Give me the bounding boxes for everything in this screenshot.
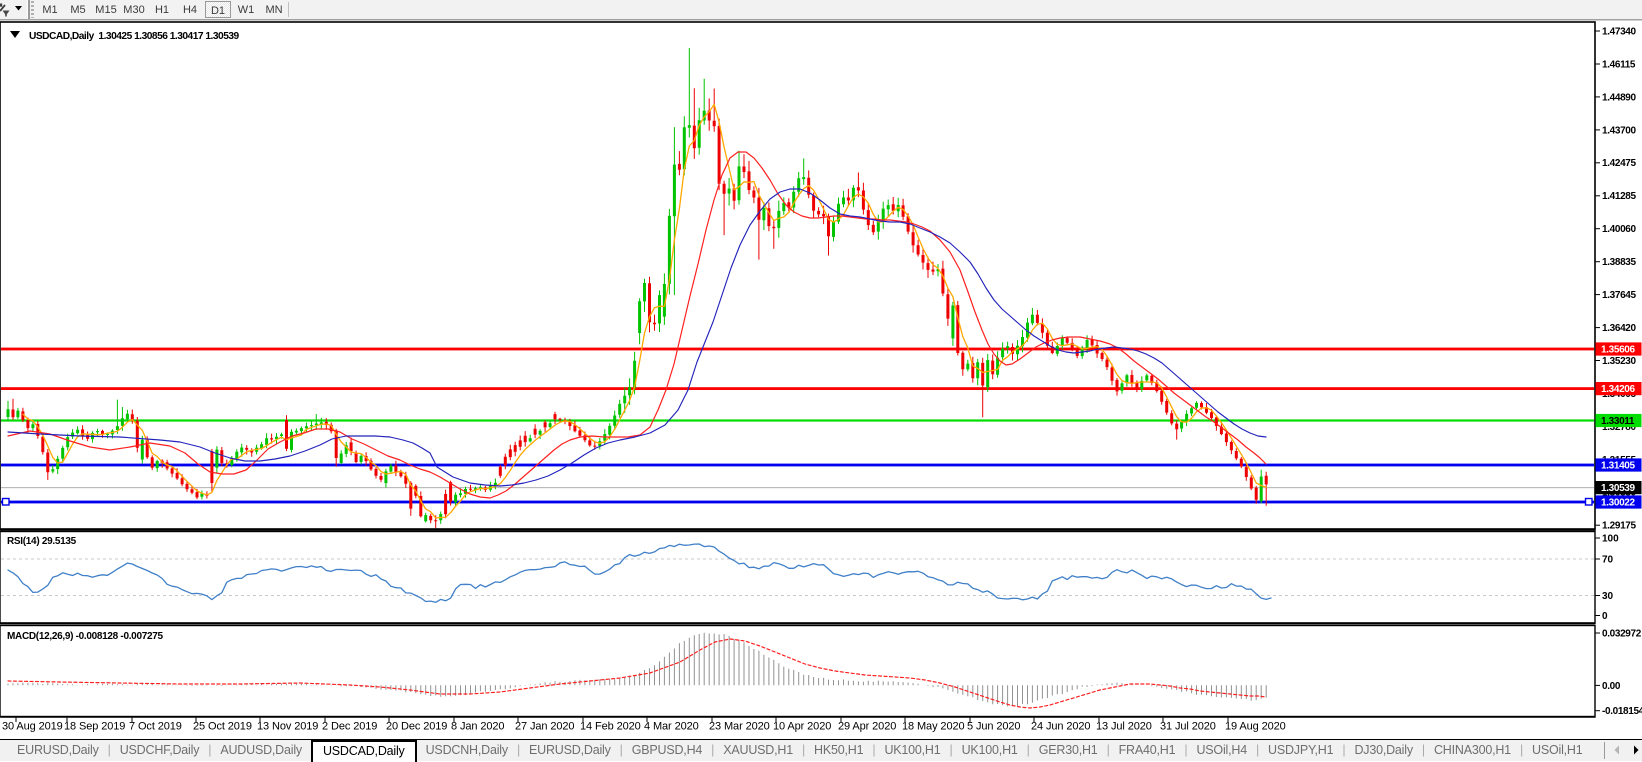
svg-text:0.032972: 0.032972 — [1602, 628, 1642, 639]
svg-text:1.40060: 1.40060 — [1602, 224, 1636, 235]
svg-text:USDCAD,Daily 1.30425 1.30856: USDCAD,Daily 1.30425 1.30856 1.30417 1.3… — [29, 31, 240, 42]
svg-text:20 Dec 2019: 20 Dec 2019 — [386, 721, 447, 733]
svg-text:25 Oct 2019: 25 Oct 2019 — [193, 721, 252, 733]
svg-text:1.34206: 1.34206 — [1601, 384, 1635, 395]
svg-text:1.32780: 1.32780 — [1602, 422, 1636, 433]
svg-text:5 Jun 2020: 5 Jun 2020 — [967, 721, 1020, 733]
svg-text:1.35606: 1.35606 — [1601, 345, 1635, 356]
svg-text:1.29175: 1.29175 — [1602, 521, 1636, 532]
svg-text:2 Dec 2019: 2 Dec 2019 — [322, 721, 377, 733]
svg-text:1.42475: 1.42475 — [1602, 158, 1636, 169]
svg-text:1.35230: 1.35230 — [1602, 356, 1636, 367]
svg-text:13 Jul 2020: 13 Jul 2020 — [1096, 721, 1152, 733]
svg-text:30 Aug 2019: 30 Aug 2019 — [2, 721, 63, 733]
svg-text:19 Aug 2020: 19 Aug 2020 — [1225, 721, 1286, 733]
svg-text:29 Apr 2020: 29 Apr 2020 — [838, 721, 896, 733]
svg-text:1.47340: 1.47340 — [1602, 26, 1636, 37]
svg-text:1.43700: 1.43700 — [1602, 125, 1636, 136]
svg-text:0: 0 — [1602, 611, 1608, 622]
svg-text:13 Nov 2019: 13 Nov 2019 — [257, 721, 318, 733]
svg-text:1.37645: 1.37645 — [1602, 290, 1636, 301]
svg-text:8 Jan 2020: 8 Jan 2020 — [451, 721, 504, 733]
svg-text:14 Feb 2020: 14 Feb 2020 — [580, 721, 641, 733]
svg-text:0.00: 0.00 — [1602, 681, 1621, 692]
svg-text:18 May 2020: 18 May 2020 — [902, 721, 965, 733]
svg-text:18 Sep 2019: 18 Sep 2019 — [64, 721, 125, 733]
svg-text:1.30539: 1.30539 — [1601, 483, 1635, 494]
svg-text:30: 30 — [1602, 591, 1614, 602]
svg-text:-0.018154: -0.018154 — [1602, 706, 1642, 717]
svg-text:MACD(12,26,9) -0.008128 -0.007: MACD(12,26,9) -0.008128 -0.007275 — [7, 631, 163, 642]
svg-text:RSI(14) 29.5135: RSI(14) 29.5135 — [7, 536, 77, 547]
svg-text:10 Apr 2020: 10 Apr 2020 — [773, 721, 831, 733]
svg-text:31 Jul 2020: 31 Jul 2020 — [1160, 721, 1216, 733]
svg-text:7 Oct 2019: 7 Oct 2019 — [129, 721, 182, 733]
svg-text:24 Jun 2020: 24 Jun 2020 — [1031, 721, 1090, 733]
svg-text:1.33011: 1.33011 — [1601, 416, 1635, 427]
svg-text:1.41285: 1.41285 — [1602, 191, 1636, 202]
svg-text:70: 70 — [1602, 554, 1614, 565]
svg-text:27 Jan 2020: 27 Jan 2020 — [515, 721, 574, 733]
svg-text:1.44890: 1.44890 — [1602, 92, 1636, 103]
svg-text:1.30022: 1.30022 — [1601, 498, 1635, 509]
svg-text:100: 100 — [1602, 533, 1619, 544]
svg-text:1.36420: 1.36420 — [1602, 323, 1636, 334]
svg-text:1.46115: 1.46115 — [1602, 59, 1636, 70]
svg-text:23 Mar 2020: 23 Mar 2020 — [709, 721, 770, 733]
svg-text:1.31405: 1.31405 — [1601, 461, 1635, 472]
svg-text:4 Mar 2020: 4 Mar 2020 — [644, 721, 699, 733]
svg-text:1.38835: 1.38835 — [1602, 257, 1636, 268]
